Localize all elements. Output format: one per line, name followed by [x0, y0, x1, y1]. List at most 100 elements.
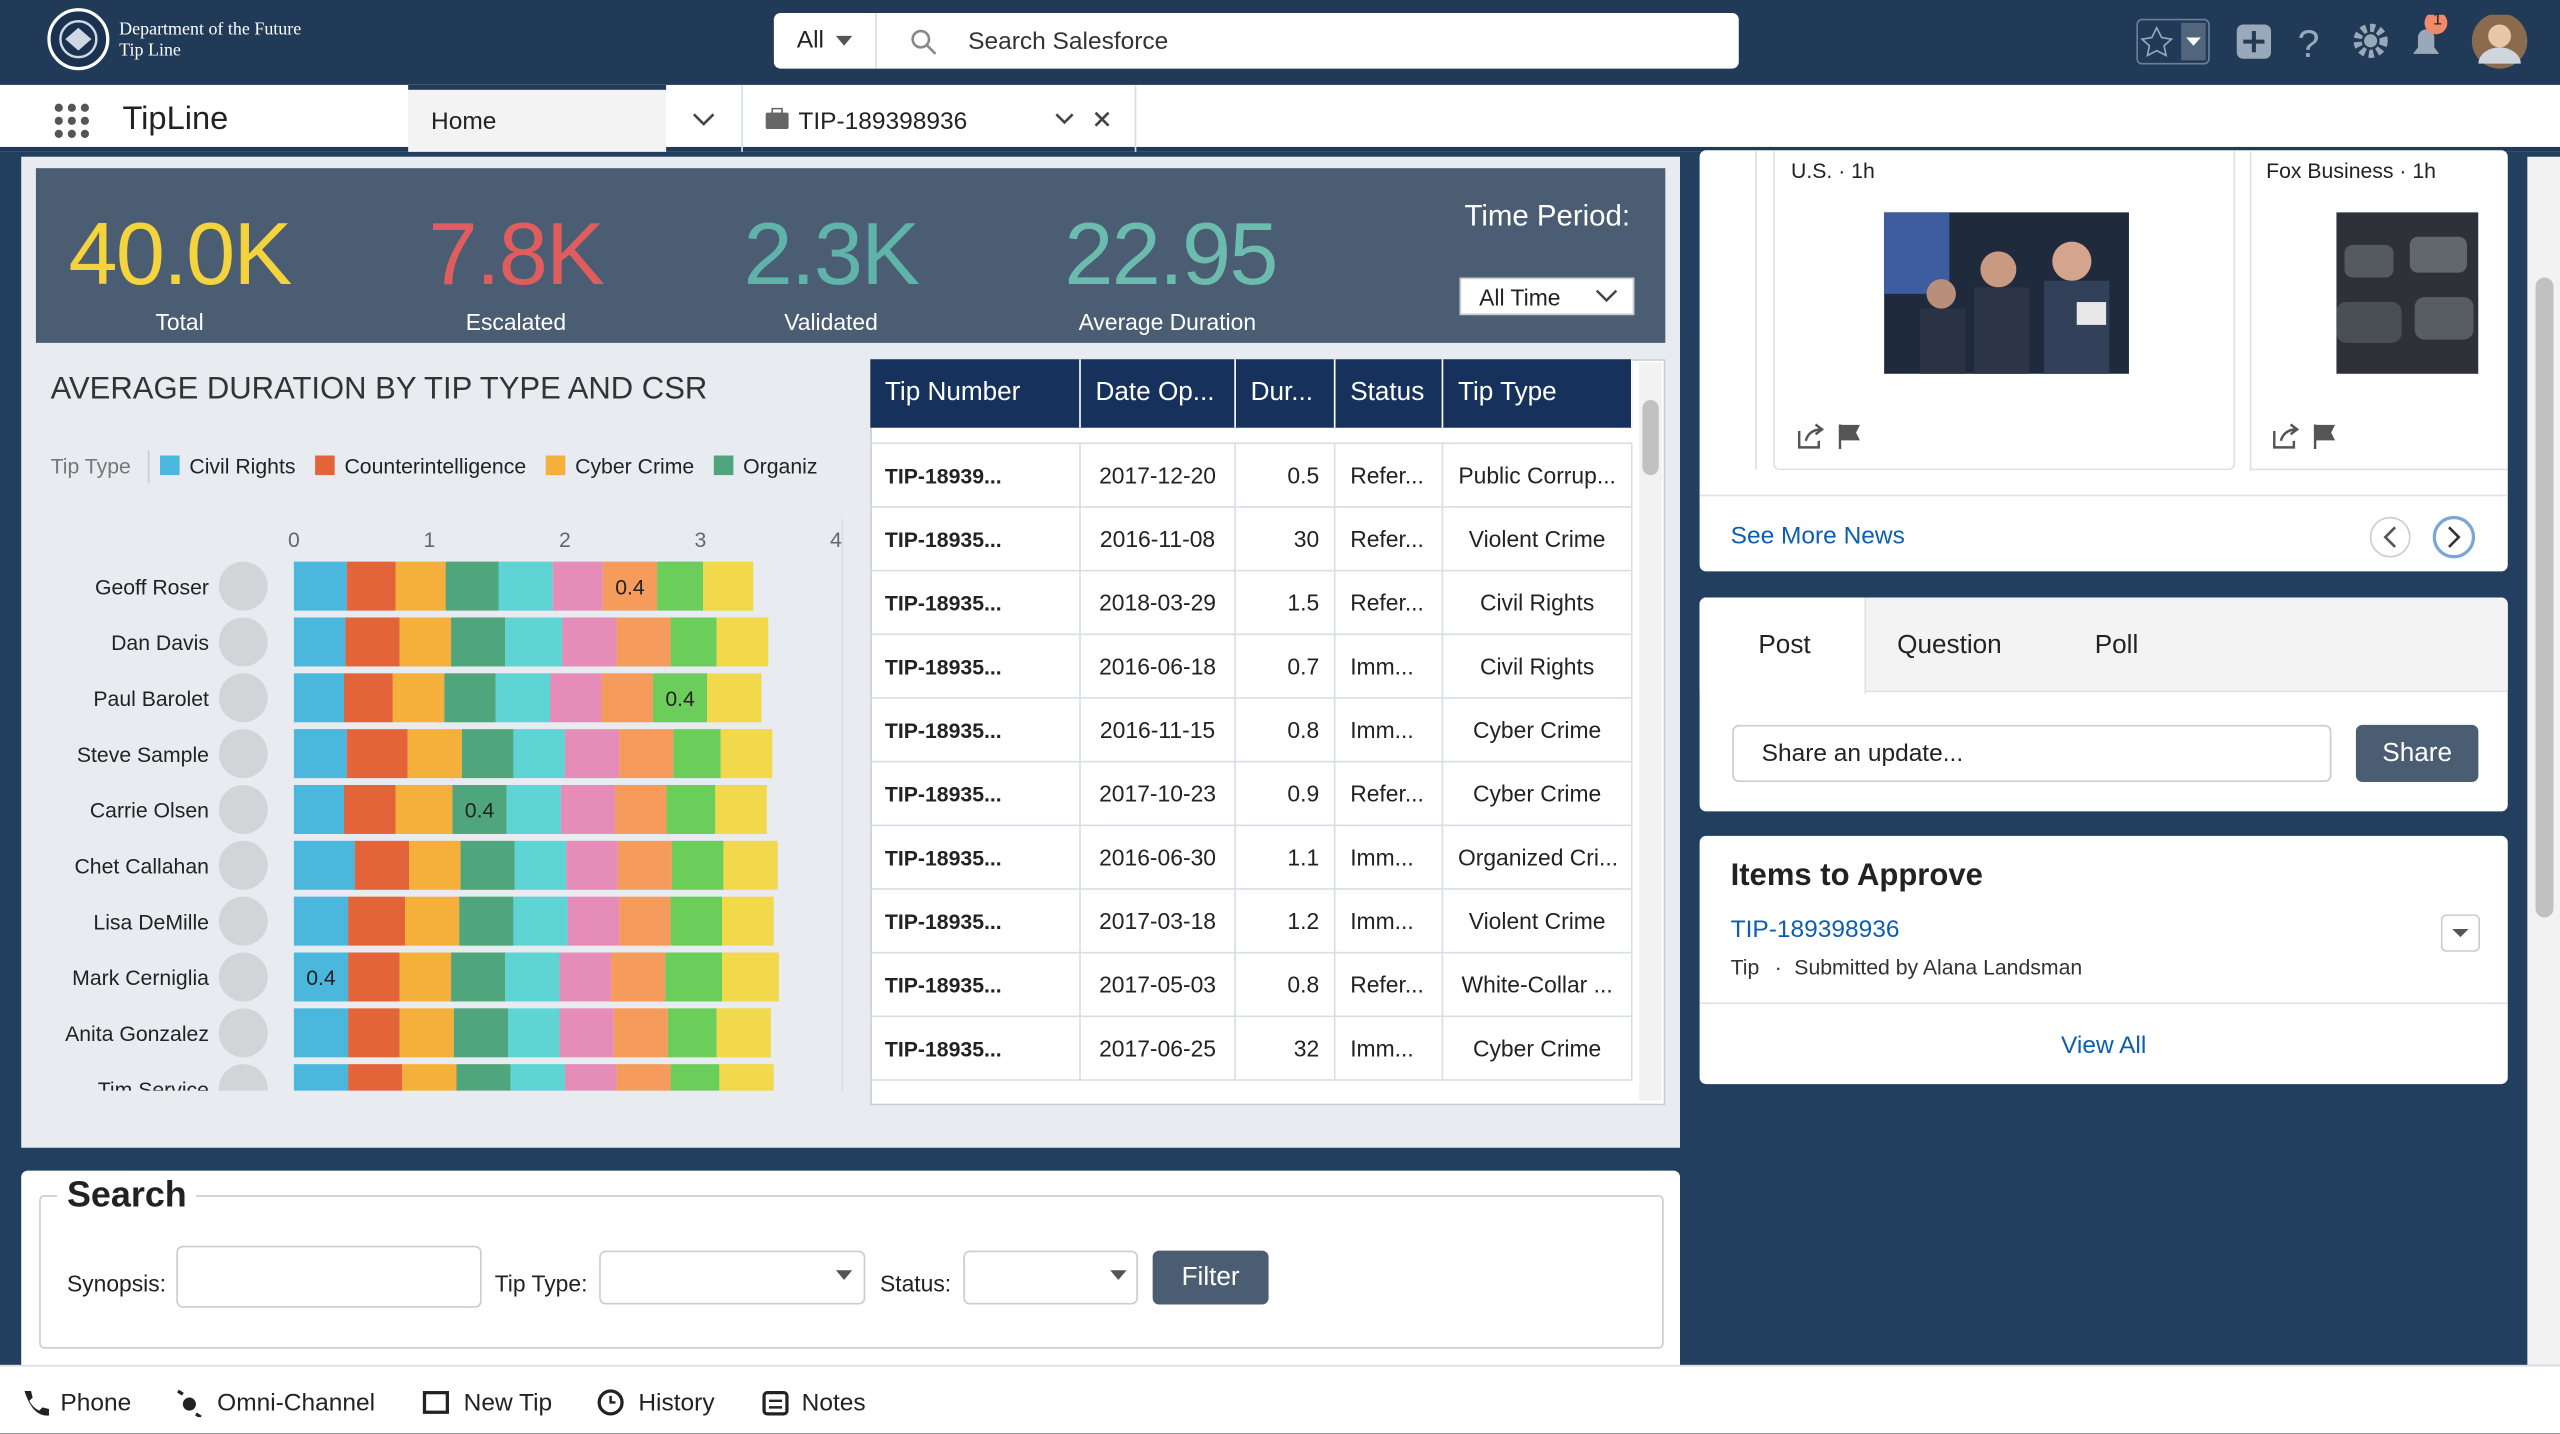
bar-segment [293, 617, 346, 667]
carousel-arrows[interactable] [2367, 513, 2481, 562]
search-icon [911, 29, 937, 55]
see-more-news[interactable]: See More News [1730, 522, 1905, 551]
tab-home[interactable]: Home [431, 107, 497, 136]
table-cell[interactable]: TIP-18935... [870, 571, 1081, 636]
table-cell[interactable]: TIP-18935... [870, 698, 1081, 763]
tab-home-bg[interactable] [408, 84, 667, 152]
table-cell[interactable]: TIP-18939... [870, 444, 1081, 508]
legend-swatch [713, 455, 734, 476]
table-cell: Violent Crime [1443, 507, 1633, 572]
news-item[interactable] [1773, 150, 2236, 471]
tab-record[interactable]: TIP-189398936 [798, 107, 968, 136]
bar-segment [723, 840, 778, 890]
column-header[interactable]: Status [1336, 359, 1444, 428]
app-launcher[interactable] [52, 101, 91, 140]
filter-button[interactable]: Filter [1152, 1250, 1269, 1305]
bar-segment [293, 952, 349, 1002]
news-actions[interactable] [2271, 421, 2343, 450]
search-scope[interactable]: All [796, 26, 824, 54]
utility-item[interactable]: New Tip [463, 1389, 553, 1418]
tab-controls[interactable] [1053, 109, 1118, 129]
kpi-value: 2.3K [743, 205, 920, 304]
utility-item[interactable]: Phone [60, 1389, 132, 1418]
view-all[interactable]: View All [2060, 1031, 2147, 1060]
table-cell[interactable]: TIP-18935... [870, 507, 1081, 572]
column-header[interactable]: Tip Number [870, 359, 1081, 428]
table-cell: White-Collar ... [1443, 953, 1633, 1018]
update-placeholder: Share an update... [1761, 739, 1964, 768]
bar-segment [495, 673, 550, 723]
row-menu[interactable] [2440, 914, 2480, 952]
search-box[interactable] [773, 13, 1739, 69]
utility-item[interactable]: Omni-Channel [217, 1389, 376, 1418]
status-select[interactable] [963, 1250, 1138, 1305]
bar-segment [392, 673, 445, 723]
utility-item[interactable]: Notes [801, 1389, 866, 1418]
table-cell[interactable]: TIP-18935... [870, 635, 1081, 699]
news-image [2336, 212, 2479, 374]
bar-segment [348, 896, 405, 946]
share-button[interactable]: Share [2355, 724, 2479, 783]
data-label: 0.4 [615, 576, 645, 599]
publisher-tab[interactable]: Question [1897, 631, 2002, 660]
kpi-value: 22.95 [1064, 205, 1278, 304]
column-header[interactable]: Dur... [1236, 359, 1336, 428]
table-cell[interactable]: TIP-18935... [870, 889, 1081, 954]
page-scroll-thumb[interactable] [2535, 277, 2554, 918]
bar-segment [562, 617, 617, 667]
table-cell: 2017-05-03 [1080, 953, 1236, 1018]
approval-link[interactable]: TIP-189398936 [1730, 915, 1900, 944]
table-cell[interactable]: TIP-18935... [870, 953, 1081, 1018]
column-header[interactable]: Date Op... [1081, 359, 1236, 428]
bar-segment [513, 896, 568, 946]
table-cell: 0.8 [1235, 698, 1336, 763]
table-cell: Refer... [1335, 444, 1444, 508]
scrollbar[interactable] [1639, 362, 1663, 1101]
bar-segment [451, 617, 506, 667]
news-source: Fox Business · 1h [2266, 158, 2436, 183]
utility-bar [0, 1364, 2560, 1434]
active-tab[interactable] [1699, 597, 1867, 694]
publisher-tab[interactable]: Post [1758, 631, 1811, 660]
time-period-value[interactable]: All Time [1479, 284, 1561, 311]
approval-type: Tip [1730, 955, 1760, 980]
table-cell[interactable]: TIP-18935... [870, 762, 1081, 827]
bar-segment [670, 617, 717, 667]
scroll-thumb[interactable] [1642, 399, 1659, 476]
x-tick-label: 4 [830, 529, 842, 552]
table-cell: Imm... [1335, 1017, 1444, 1081]
bar-segment [293, 784, 345, 834]
bar-segment [652, 673, 708, 723]
chevron [1110, 1270, 1127, 1280]
case-icon [765, 107, 789, 129]
divider [1755, 150, 1757, 471]
news-item[interactable] [2249, 150, 2508, 471]
avatar [218, 1008, 268, 1058]
y-tick-label: Lisa DeMille [93, 911, 209, 934]
bar-segment [293, 840, 355, 890]
bar-segment [560, 784, 616, 834]
chevron[interactable] [691, 109, 717, 129]
bar-segment [456, 1064, 511, 1091]
divider [741, 84, 743, 152]
bar-segment [459, 896, 514, 946]
synopsis-input[interactable] [176, 1245, 482, 1308]
table-cell[interactable]: TIP-18935... [870, 1017, 1081, 1081]
avatar [218, 561, 268, 611]
table-cell: Organized Cri... [1443, 826, 1633, 890]
org-name: Department of the Future [119, 19, 302, 40]
time-period-select[interactable] [1459, 277, 1635, 316]
news-actions[interactable] [1796, 421, 1868, 450]
update-input[interactable] [1732, 724, 2332, 783]
header-icons: ? [2136, 14, 2528, 69]
table-cell[interactable]: TIP-18935... [870, 826, 1081, 890]
bar-segment [506, 784, 561, 834]
legend-label: Civil Rights [189, 455, 295, 478]
tip-type-select[interactable] [599, 1250, 866, 1305]
column-header[interactable]: Tip Type [1443, 359, 1633, 428]
bar-segment [293, 1064, 349, 1091]
table-cell: Refer... [1335, 507, 1444, 572]
utility-item[interactable]: History [638, 1389, 715, 1418]
bar-segment [513, 729, 565, 779]
publisher-tab[interactable]: Poll [2094, 631, 2139, 660]
